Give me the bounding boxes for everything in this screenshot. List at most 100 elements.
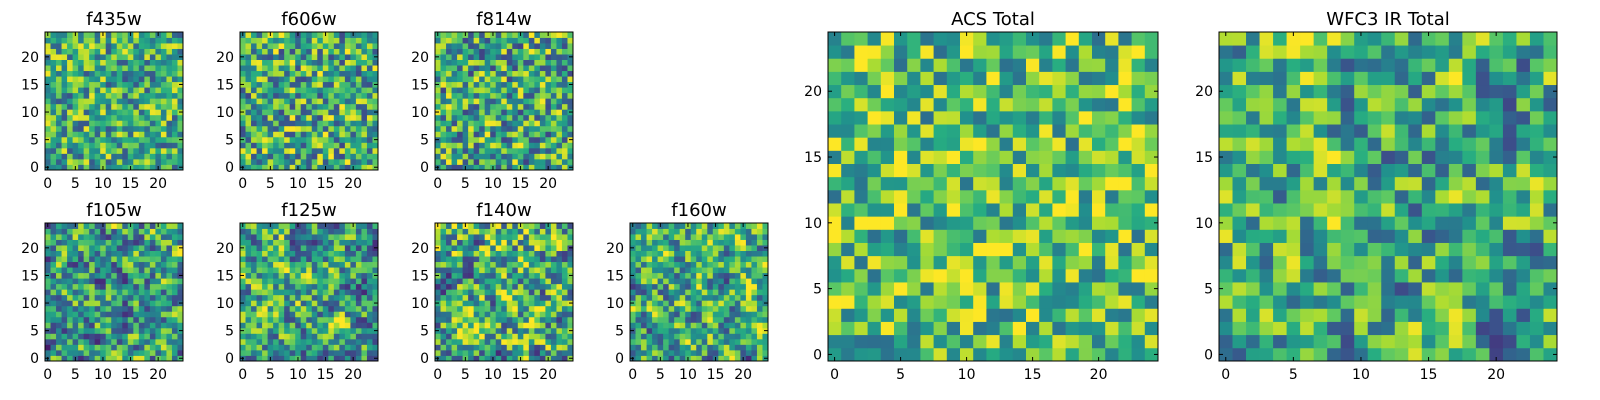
heatmap-cell [50,76,57,83]
heatmap-cell [67,261,73,268]
heatmap-cell [339,228,346,235]
heatmap-cell [273,234,280,240]
heatmap-cell [133,43,140,49]
heatmap-cell [122,70,129,77]
heatmap-cell [105,65,112,72]
heatmap-cell [111,103,118,110]
heatmap-cell [523,142,530,149]
heatmap-cell [83,272,90,279]
heatmap-cell [155,234,162,240]
heatmap-cell [339,37,346,44]
heatmap-cell [111,70,118,77]
heatmap-cell [446,338,452,345]
heatmap-cell [451,316,458,323]
heatmap-cell [495,136,502,143]
heatmap-cell [317,333,324,340]
heatmap-cell [89,65,96,72]
heatmap-cell [78,338,85,345]
heatmap-cell [72,59,79,66]
heatmap-cell [61,131,68,138]
heatmap-cell [322,294,329,301]
heatmap-cell [240,228,246,235]
heatmap-cell [251,234,257,240]
heatmap-cell [289,256,296,263]
heatmap-cell [506,333,513,340]
heatmap-cell [707,294,714,301]
heatmap-cell [339,311,346,318]
x-tick-label: 20 [344,176,362,192]
heatmap-cell [100,289,107,296]
heatmap-cell [960,321,974,336]
heatmap-cell [1131,189,1146,204]
heatmap-cell [734,256,741,263]
heatmap-cell [133,48,140,55]
heatmap-cell [72,103,79,110]
heatmap-cell [78,333,85,340]
heatmap-cell [256,120,263,127]
heatmap-cell [149,305,156,312]
heatmap-cell [278,344,285,351]
heatmap-cell [177,261,184,268]
heatmap-cell [361,153,368,160]
heatmap-cell [355,316,362,323]
heatmap-cell [999,268,1014,283]
heatmap-cell [641,245,647,251]
heatmap-cell [539,59,546,66]
heatmap-cell [127,131,134,138]
heatmap-cell [50,32,57,38]
heatmap-cell [273,114,280,121]
heatmap-cell [473,59,480,66]
heatmap-cell [56,120,62,127]
heatmap-cell [251,245,257,251]
heatmap-cell [751,234,758,240]
heatmap-cell [490,43,497,49]
heatmap-cell [545,349,552,356]
heatmap-cell [674,261,681,268]
heatmap-cell [490,120,497,127]
heatmap-cell [473,43,480,49]
heatmap-cell [166,43,173,49]
heatmap-cell [122,136,129,143]
heatmap-cell [751,349,758,356]
heatmap-cell [652,223,658,229]
heatmap-cell [333,65,340,72]
heatmap-cell [144,278,151,285]
heatmap-cell [718,305,725,312]
heatmap-cell [339,92,346,99]
heatmap-cell [177,76,184,83]
heatmap-cell [45,338,51,345]
heatmap-cell [317,250,324,257]
heatmap-cell [1131,176,1146,191]
heatmap-cell [295,125,302,132]
heatmap-cell [45,65,51,72]
heatmap-cell [986,282,1000,296]
heatmap-cell [105,142,112,149]
heatmap-cell [701,234,708,240]
heatmap-cell [652,316,658,323]
heatmap-cell [149,98,156,105]
heatmap-cell [284,228,291,235]
heatmap-cell [100,239,107,246]
heatmap-cell [251,355,257,362]
heatmap-cell [630,344,636,351]
heatmap-cell [111,98,118,105]
heatmap-cell [273,103,280,110]
heatmap-cell [122,76,129,83]
heatmap-cell [685,234,692,240]
heatmap-cell [144,59,151,66]
heatmap-cell [177,289,184,296]
heatmap-cell [344,153,351,160]
heatmap-cell [61,114,68,121]
heatmap-cell [528,70,535,77]
heatmap-cell [333,289,340,296]
heatmap-cell [278,349,285,356]
x-tick-label: 0 [433,176,442,192]
heatmap-cell [867,334,882,349]
heatmap-cell [83,333,90,340]
heatmap-cell [284,114,291,121]
heatmap-cell [317,164,324,171]
heatmap-cell [166,272,173,279]
heatmap-cell [435,283,441,290]
heatmap-cell [256,289,263,296]
